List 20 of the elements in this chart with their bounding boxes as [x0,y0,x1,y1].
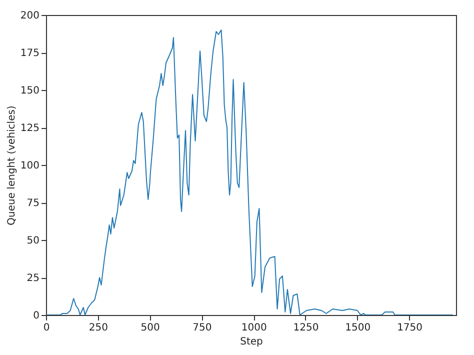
y-tick-label: 0 [33,310,40,322]
x-tick-label: 1750 [397,322,423,334]
y-tick-label: 75 [26,198,40,209]
x-tick-label: 750 [192,322,212,334]
y-tick-label: 125 [20,123,40,134]
y-tick-label: 200 [20,10,40,22]
line-series [46,30,454,315]
x-tick-label: 0 [43,322,50,334]
x-tick-label: 1250 [293,322,319,334]
y-tick-label: 150 [20,86,40,96]
y-axis-title: Queue lenght (vehicles) [6,106,18,226]
y-tick-label: 100 [20,160,40,172]
y-tick-label: 25 [26,273,40,284]
x-tick-label: 1000 [241,322,267,334]
y-tick-label: 175 [20,48,40,59]
x-tick-label: 250 [88,322,108,334]
y-tick-label: 50 [26,236,40,246]
x-tick-label: 1500 [345,322,371,334]
x-axis-title: Step [240,336,263,348]
x-tick-label: 500 [140,322,160,334]
